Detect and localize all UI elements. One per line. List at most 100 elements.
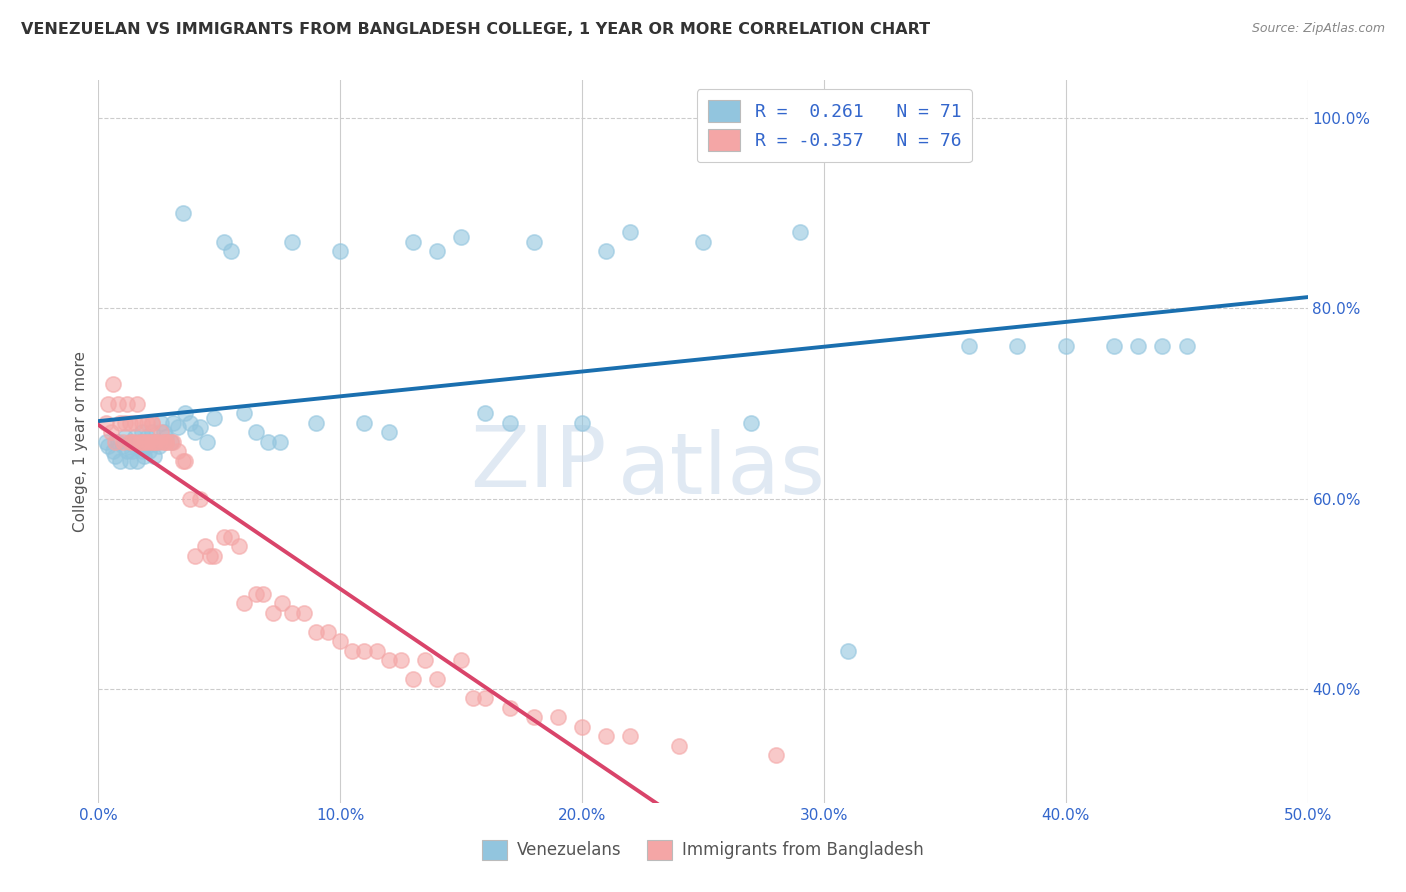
Point <box>131 416 153 430</box>
Point <box>377 653 399 667</box>
Point <box>198 549 221 563</box>
Point <box>188 491 211 506</box>
Point <box>619 729 641 743</box>
Point <box>107 396 129 410</box>
Point <box>94 434 117 449</box>
Point <box>152 434 174 449</box>
Point <box>94 416 117 430</box>
Point <box>188 420 211 434</box>
Point <box>150 425 173 439</box>
Point <box>108 453 131 467</box>
Point <box>150 416 173 430</box>
Point <box>837 643 859 657</box>
Point <box>256 434 278 449</box>
Point <box>292 606 315 620</box>
Point <box>474 691 496 706</box>
Point <box>212 235 235 249</box>
Point <box>426 244 449 259</box>
Point <box>740 416 762 430</box>
Point <box>523 235 546 249</box>
Point <box>305 416 328 430</box>
Point <box>957 339 980 353</box>
Point <box>141 425 163 439</box>
Point <box>184 549 207 563</box>
Point <box>1054 339 1077 353</box>
Point <box>118 434 141 449</box>
Point <box>97 396 120 410</box>
Point <box>389 653 412 667</box>
Point <box>402 672 425 686</box>
Point <box>402 235 425 249</box>
Point <box>262 606 284 620</box>
Point <box>342 643 364 657</box>
Point <box>547 710 569 724</box>
Point <box>148 434 170 449</box>
Point <box>107 434 129 449</box>
Point <box>204 549 226 563</box>
Point <box>145 434 167 449</box>
Text: VENEZUELAN VS IMMIGRANTS FROM BANGLADESH COLLEGE, 1 YEAR OR MORE CORRELATION CHA: VENEZUELAN VS IMMIGRANTS FROM BANGLADESH… <box>21 22 931 37</box>
Point <box>141 434 163 449</box>
Point <box>252 587 274 601</box>
Point <box>155 434 177 449</box>
Point <box>228 539 250 553</box>
Point <box>212 530 235 544</box>
Point <box>117 396 139 410</box>
Point <box>131 444 153 458</box>
Point <box>135 416 157 430</box>
Point <box>571 416 593 430</box>
Point <box>523 710 546 724</box>
Point <box>1175 339 1198 353</box>
Point <box>595 244 617 259</box>
Point <box>245 425 267 439</box>
Point <box>789 226 811 240</box>
Point <box>131 434 153 449</box>
Point <box>143 434 166 449</box>
Point <box>316 624 339 639</box>
Point <box>498 700 520 714</box>
Point <box>353 643 375 657</box>
Point <box>167 444 190 458</box>
Point <box>463 691 485 706</box>
Point <box>221 244 243 259</box>
Point <box>117 444 139 458</box>
Point <box>1152 339 1174 353</box>
Point <box>138 444 160 458</box>
Point <box>160 434 183 449</box>
Point <box>141 434 163 449</box>
Point <box>162 416 184 430</box>
Point <box>426 672 449 686</box>
Point <box>145 434 167 449</box>
Point <box>135 430 157 444</box>
Point <box>152 425 174 439</box>
Point <box>121 434 143 449</box>
Point <box>111 434 134 449</box>
Point <box>101 377 124 392</box>
Text: ZIP: ZIP <box>470 422 606 505</box>
Point <box>329 634 352 648</box>
Point <box>194 539 217 553</box>
Point <box>195 434 218 449</box>
Point <box>329 244 352 259</box>
Point <box>413 653 436 667</box>
Point <box>121 444 143 458</box>
Point <box>114 430 136 444</box>
Point <box>124 416 146 430</box>
Text: Source: ZipAtlas.com: Source: ZipAtlas.com <box>1251 22 1385 36</box>
Point <box>111 439 134 453</box>
Point <box>124 439 146 453</box>
Point <box>108 416 131 430</box>
Point <box>269 434 291 449</box>
Point <box>271 596 294 610</box>
Point <box>232 406 254 420</box>
Point <box>127 396 149 410</box>
Point <box>172 453 194 467</box>
Point <box>692 235 714 249</box>
Point <box>353 416 375 430</box>
Point <box>128 434 150 449</box>
Point <box>619 226 641 240</box>
Legend: Venezuelans, Immigrants from Bangladesh: Venezuelans, Immigrants from Bangladesh <box>475 833 931 867</box>
Point <box>668 739 690 753</box>
Point <box>474 406 496 420</box>
Point <box>172 206 194 220</box>
